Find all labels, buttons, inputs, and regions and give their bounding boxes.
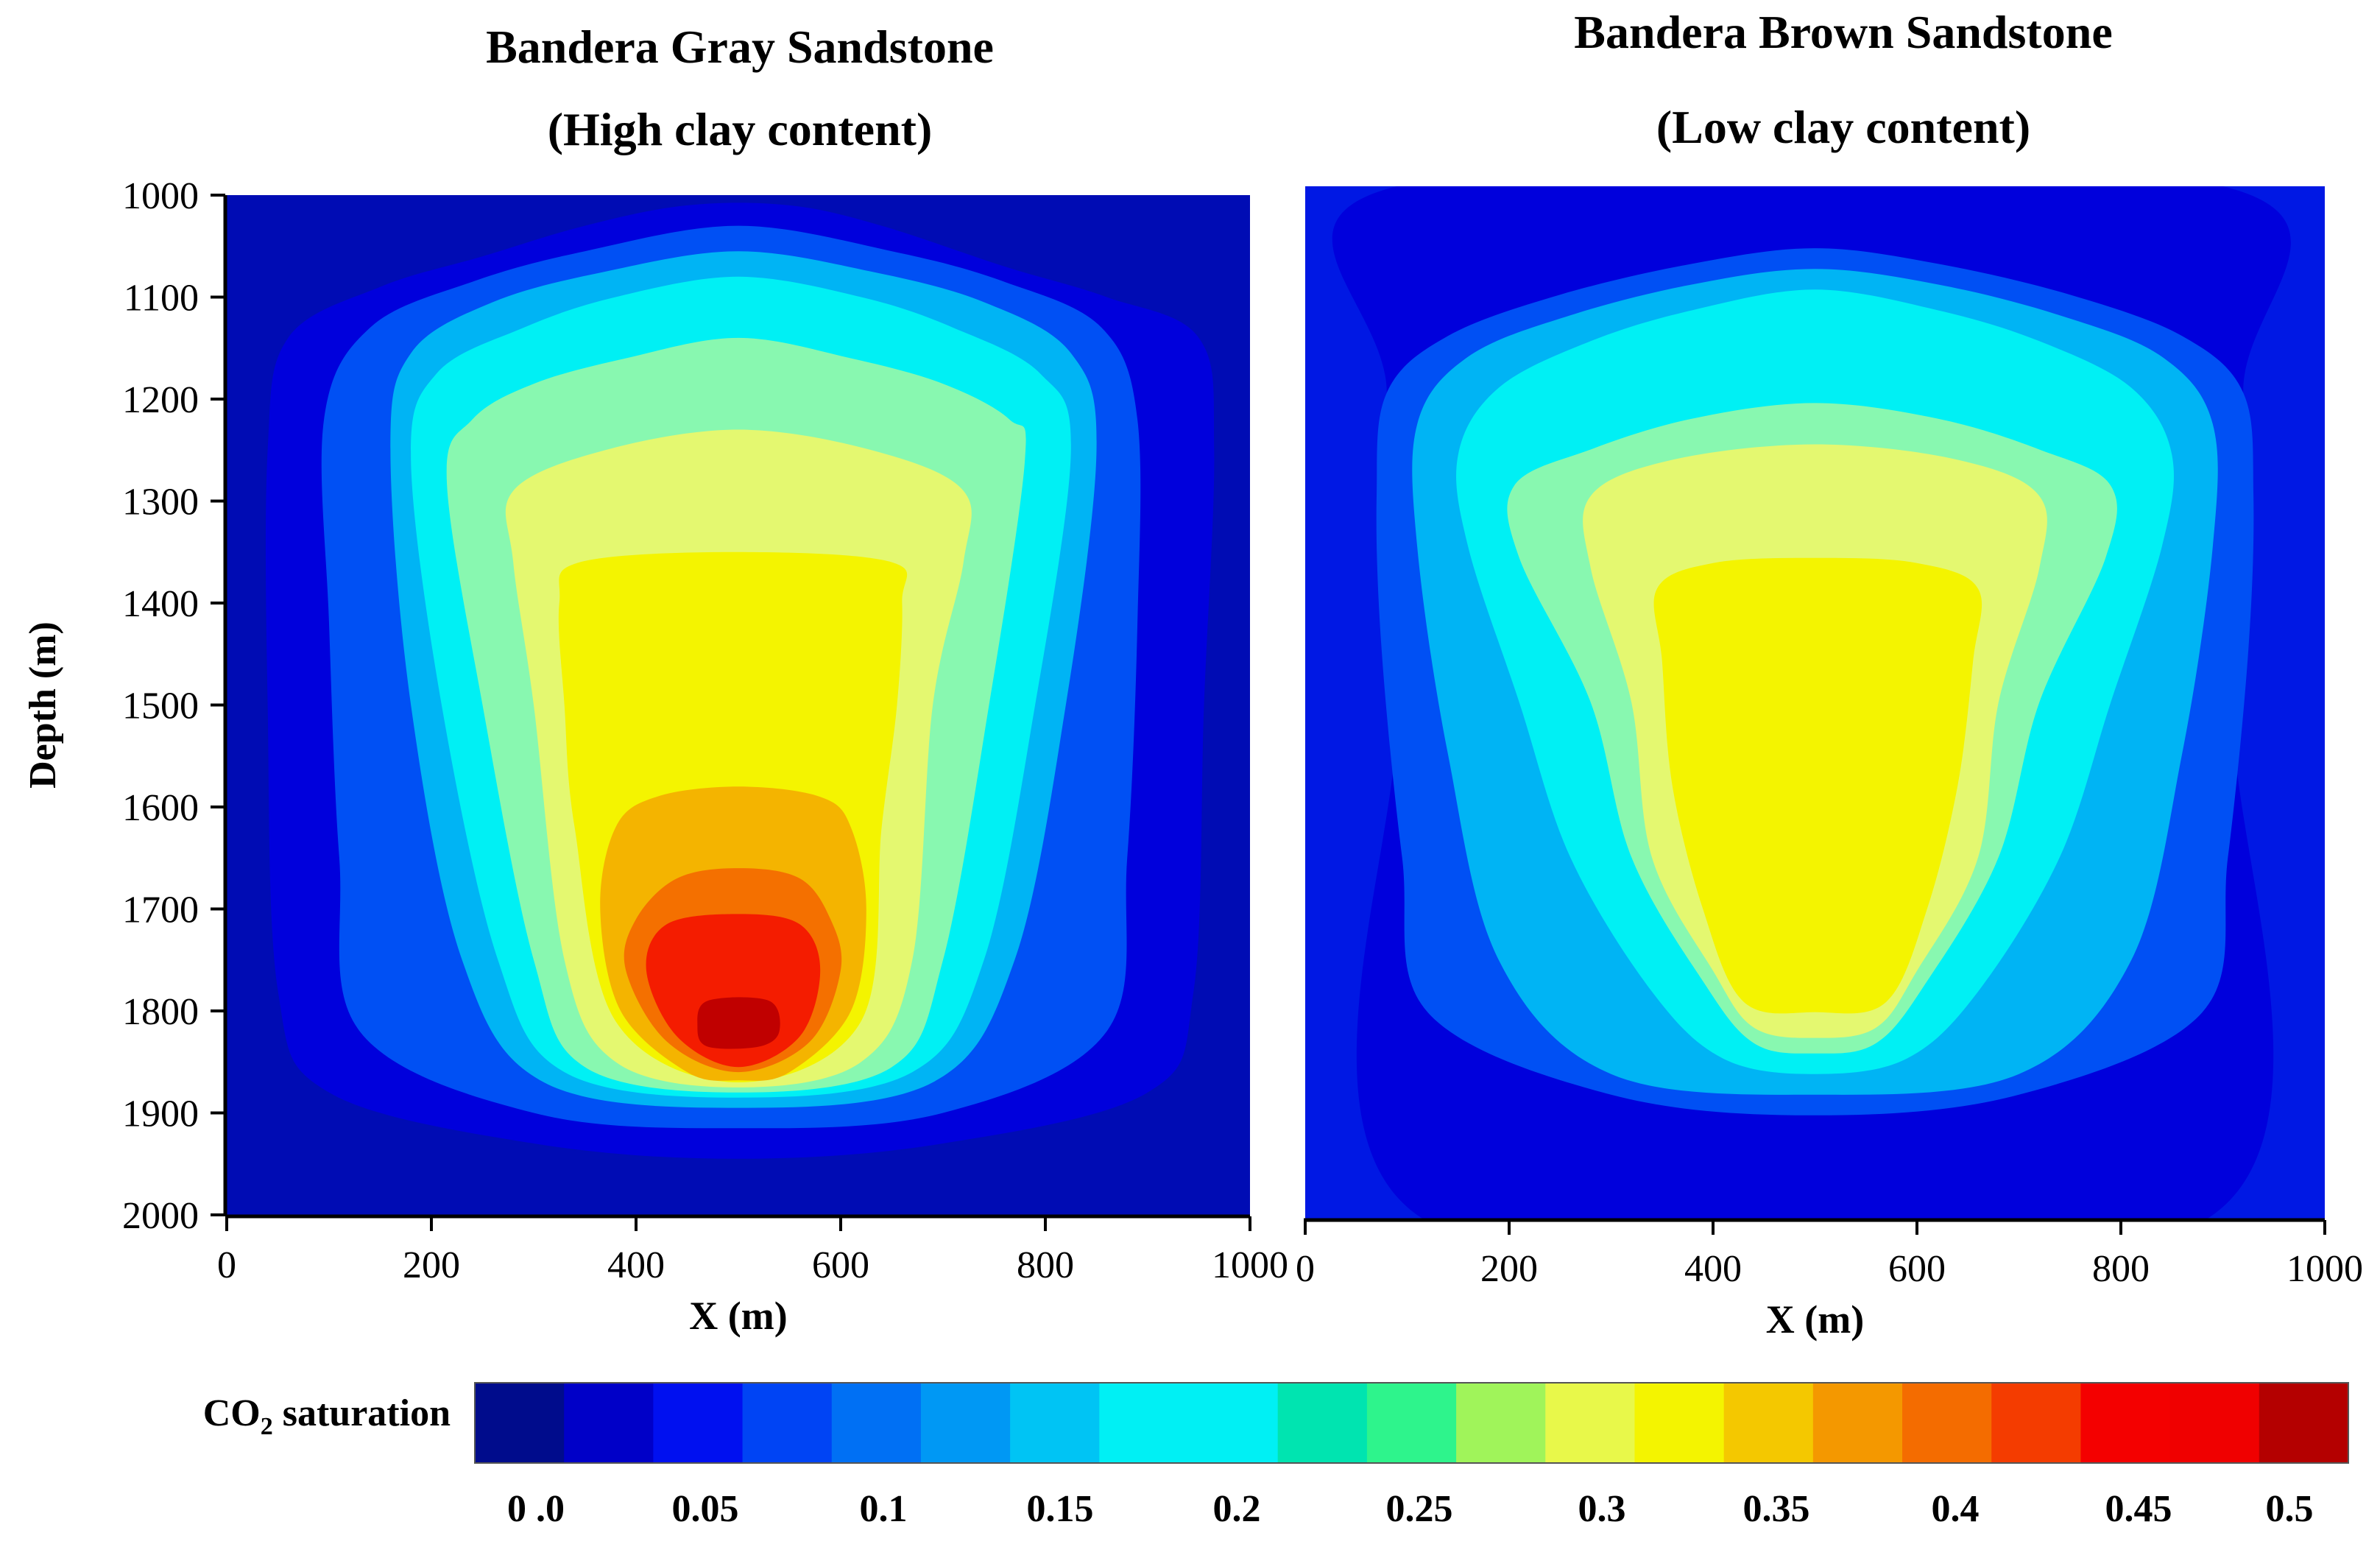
panel-left-title-line1: Bandera Gray Sandstone bbox=[486, 21, 994, 73]
colorbar-swatch bbox=[1902, 1383, 1993, 1463]
colorbar-frame bbox=[474, 1382, 2349, 1464]
colorbar: 0 .0 0.05 0.1 0.15 0.2 0.25 0.3 0.35 0.4 0.45 0.5 bbox=[474, 1382, 2349, 1530]
y-tick-label-gray: 1500 bbox=[122, 685, 199, 727]
colorbar-swatch bbox=[1010, 1383, 1101, 1463]
x-tick-label-brown: 800 bbox=[2092, 1248, 2150, 1290]
x-axis-label-gray: X (m) bbox=[689, 1294, 787, 1338]
y-tick-label-gray: 1600 bbox=[122, 787, 199, 829]
contour-brown-0_32 bbox=[1653, 557, 1982, 1014]
chart-panel-brown: 0 200 400 600 800 1000 X (m) bbox=[1296, 186, 2363, 1342]
y-axis-label: Depth (m) bbox=[22, 621, 64, 789]
y-tick-label-gray: 2000 bbox=[122, 1195, 199, 1237]
colorbar-swatch bbox=[742, 1383, 833, 1463]
plot-area-gray bbox=[227, 195, 1250, 1215]
x-tick-label-gray: 1000 bbox=[1212, 1244, 1288, 1286]
panel-right-title-line2: (Low clay content) bbox=[1656, 101, 2030, 153]
colorbar-swatch bbox=[1188, 1383, 1279, 1463]
colorbar-tick-label: 0.4 bbox=[1932, 1488, 1980, 1530]
y-tick-label-gray: 1700 bbox=[122, 889, 199, 931]
colorbar-swatch bbox=[1366, 1383, 1458, 1463]
colorbar-tick-label: 0 .0 bbox=[507, 1488, 565, 1530]
y-tick-label-gray: 1100 bbox=[124, 278, 199, 320]
panel-right-title-line1: Bandera Brown Sandstone bbox=[1574, 6, 2112, 58]
colorbar-tick-label: 0.5 bbox=[2266, 1488, 2314, 1530]
colorbar-swatch bbox=[1991, 1383, 2082, 1463]
colorbar-swatch bbox=[831, 1383, 922, 1463]
y-tick-label-gray: 1200 bbox=[122, 379, 199, 421]
y-tick-label-gray: 1800 bbox=[122, 991, 199, 1033]
colorbar-tick-label: 0.05 bbox=[672, 1488, 739, 1530]
x-tick-label-gray: 200 bbox=[403, 1244, 460, 1286]
y-tick-label-gray: 1900 bbox=[122, 1093, 199, 1135]
colorbar-swatch bbox=[1545, 1383, 1636, 1463]
x-tick-label-gray: 400 bbox=[607, 1244, 665, 1286]
colorbar-swatch bbox=[1456, 1383, 1547, 1463]
colorbar-tick-label: 0.25 bbox=[1386, 1488, 1453, 1530]
x-axis-label-brown: X (m) bbox=[1766, 1297, 1864, 1342]
colorbar-tick-label: 0.1 bbox=[860, 1488, 908, 1530]
contour-gray-0_5 bbox=[697, 997, 780, 1049]
colorbar-swatch bbox=[653, 1383, 744, 1463]
colorbar-tick-label: 0.35 bbox=[1743, 1488, 1810, 1530]
colorbar-swatch bbox=[475, 1383, 565, 1463]
panel-left-title-line2: (High clay content) bbox=[548, 103, 933, 155]
colorbar-swatch bbox=[564, 1383, 654, 1463]
colorbar-swatch bbox=[1634, 1383, 1725, 1463]
colorbar-swatch bbox=[1723, 1383, 1814, 1463]
colorbar-swatch bbox=[1277, 1383, 1368, 1463]
y-tick-label-gray: 1300 bbox=[122, 482, 199, 524]
colorbar-tick-label: 0.3 bbox=[1578, 1488, 1626, 1530]
x-tick-label-brown: 600 bbox=[1888, 1248, 1946, 1290]
colorbar-tick-label: 0.45 bbox=[2105, 1488, 2172, 1530]
y-tick-label-gray: 1400 bbox=[122, 583, 199, 625]
x-tick-label-brown: 1000 bbox=[2287, 1248, 2363, 1290]
colorbar-swatch bbox=[2259, 1383, 2349, 1463]
colorbar-tick-label: 0.2 bbox=[1213, 1488, 1261, 1530]
colorbar-swatch bbox=[920, 1383, 1011, 1463]
colorbar-swatch bbox=[1099, 1383, 1190, 1463]
x-tick-label-brown: 0 bbox=[1296, 1248, 1315, 1290]
colorbar-swatch bbox=[1812, 1383, 1904, 1463]
x-tick-label-gray: 0 bbox=[217, 1244, 236, 1286]
colorbar-swatch bbox=[2080, 1383, 2171, 1463]
colorbar-tick-label: 0.15 bbox=[1027, 1488, 1094, 1530]
plot-area-brown bbox=[1305, 186, 2325, 1219]
colorbar-label: CO2 saturation bbox=[203, 1392, 451, 1440]
colorbar-swatch bbox=[2169, 1383, 2260, 1463]
x-tick-label-brown: 400 bbox=[1684, 1248, 1742, 1290]
x-tick-label-brown: 200 bbox=[1480, 1248, 1538, 1290]
x-tick-label-gray: 600 bbox=[812, 1244, 869, 1286]
chart-panel-gray: 0 200 400 600 800 1000 X (m) 1000 1100 1200 1300 14… bbox=[22, 175, 1288, 1338]
y-tick-label-gray: 1000 bbox=[122, 175, 199, 217]
x-tick-label-gray: 800 bbox=[1017, 1244, 1074, 1286]
